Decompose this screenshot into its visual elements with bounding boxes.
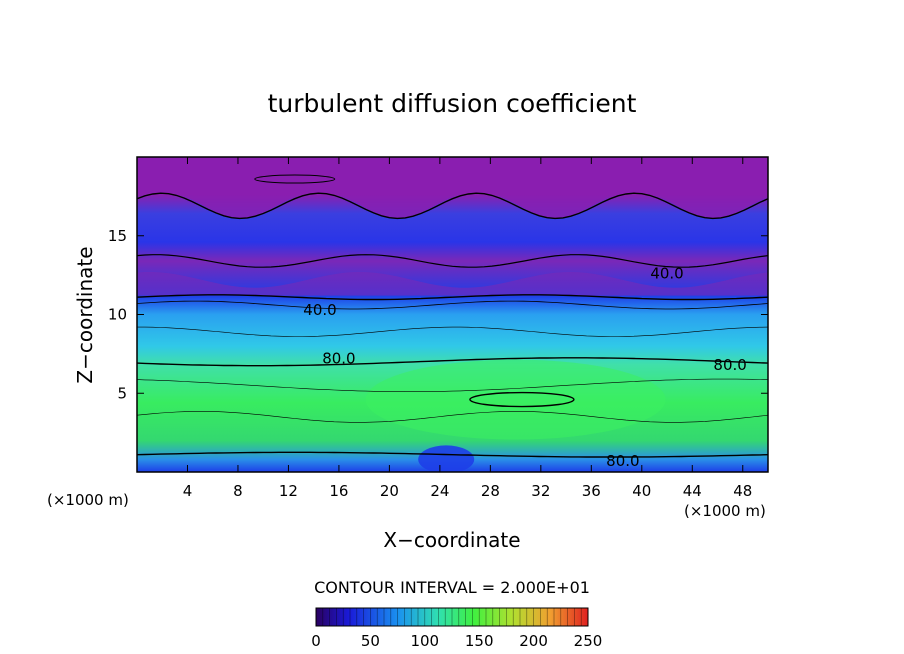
contour-line [137,451,768,458]
x-unit-right: (×1000 m) [684,502,766,520]
colorbar-tick-label: 150 [465,632,494,650]
contour-line [137,326,768,337]
contour-line [137,192,768,220]
x-tick-label: 40 [632,482,651,500]
contour-interval-label: CONTOUR INTERVAL = 2.000E+01 [314,578,590,597]
colorbar-tick-label: 50 [361,632,380,650]
x-tick-label: 28 [481,482,500,500]
x-tick-label: 48 [733,482,752,500]
y-axis-label: Z−coordinate [73,246,97,383]
x-tick-label: 32 [531,482,550,500]
contour-line [137,357,768,367]
y-tick-label: 5 [117,384,127,402]
contour-lines [137,174,768,458]
contour-labels: 40.0 40.0 80.0 80.0 80.0 [303,265,747,470]
colorbar-ticks: 0 50 100 150 200 250 [311,632,602,650]
x-tick-label: 24 [430,482,449,500]
x-axis-ticks: 4 8 12 16 20 24 28 32 36 40 44 48 [183,157,752,500]
y-axis-ticks: 5 10 15 [108,227,768,402]
contour-line [137,300,768,310]
contour-line [137,378,768,392]
x-tick-label: 12 [279,482,298,500]
mid-purple-band [137,272,768,296]
field-features [137,157,768,472]
contour-label: 40.0 [650,265,683,283]
colorbar-tick-label: 250 [574,632,603,650]
colorbar-tick-label: 0 [311,632,321,650]
low-blue-spot [418,445,475,472]
contour-line [137,411,768,423]
colorbar-tick-label: 200 [519,632,548,650]
colorbar-frame [315,607,589,627]
x-unit-left: (×1000 m) [47,491,129,509]
colorbar-tick-label: 100 [410,632,439,650]
x-tick-label: 20 [380,482,399,500]
chart-title: turbulent diffusion coefficient [268,89,637,118]
contour-label: 80.0 [322,350,355,368]
contour-line [137,254,768,268]
x-tick-label: 44 [683,482,702,500]
contour-line [137,294,768,301]
x-axis-label: X−coordinate [383,528,520,552]
x-tick-label: 16 [329,482,348,500]
colorbar: 0 50 100 150 200 250 [311,607,602,650]
y-tick-label: 10 [108,306,127,324]
plot-area: 40.040.080.0 80.080.0 4 8 12 16 20 24 28 32 36 40 4… [108,156,769,500]
contour-closed [469,391,575,408]
x-tick-label: 4 [183,482,193,500]
upper-purple-region [137,157,768,219]
x-tick-label: 8 [233,482,243,500]
x-tick-label: 36 [582,482,601,500]
contour-label: 40.0 [303,301,336,319]
contour-label: 80.0 [606,452,639,470]
y-tick-label: 15 [108,227,127,245]
contour-label: 80.0 [713,356,746,374]
green-core [365,359,666,440]
colorbar-stripes [322,608,582,626]
contour-closed-upper [254,174,336,184]
